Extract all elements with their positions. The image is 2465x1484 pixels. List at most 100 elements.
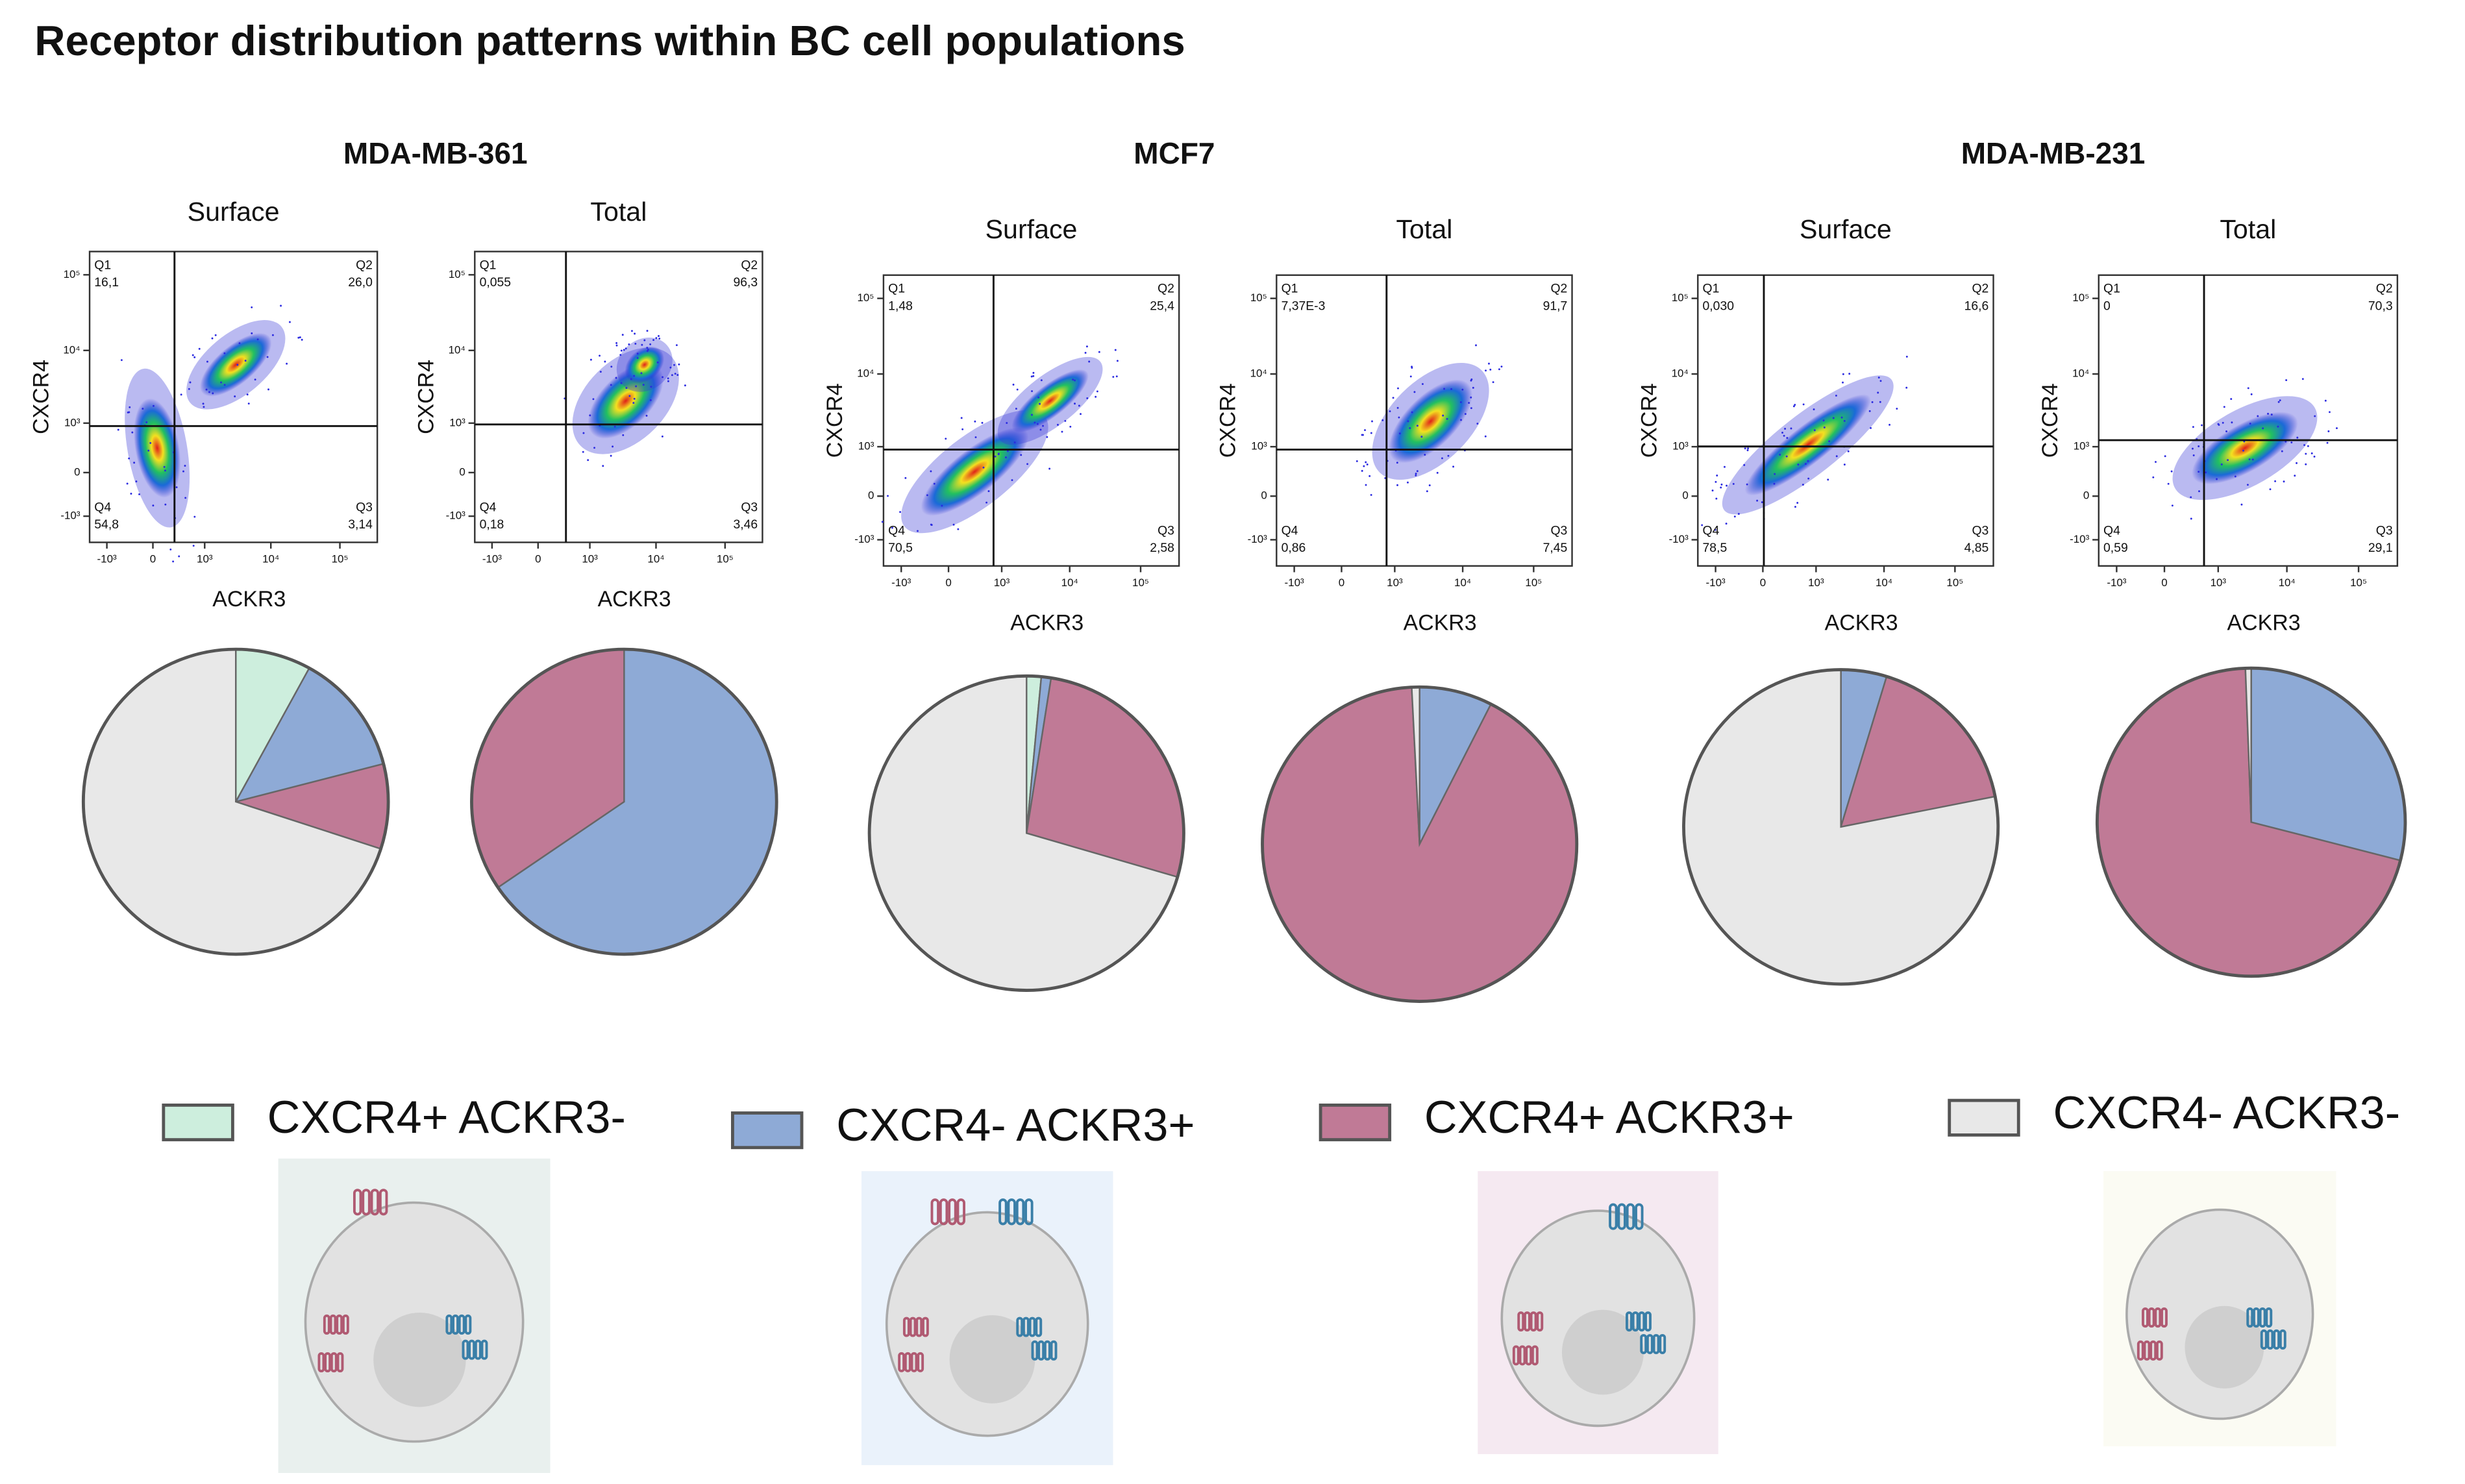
event-dot xyxy=(619,354,622,356)
event-dot xyxy=(297,336,300,339)
legend-swatch xyxy=(731,1111,804,1150)
event-dot xyxy=(1756,499,1759,502)
event-dot xyxy=(145,421,148,423)
event-dot xyxy=(208,391,210,393)
event-dot xyxy=(280,304,282,307)
event-dot xyxy=(129,406,131,408)
event-dot xyxy=(1415,473,1417,475)
x-tick-label: -10³ xyxy=(1285,576,1304,589)
legend-label: CXCR4- ACKR3- xyxy=(2053,1087,2401,1138)
legend-swatch xyxy=(162,1103,234,1142)
event-dot xyxy=(1720,483,1723,486)
event-dot xyxy=(1476,423,1479,425)
receptor-helix xyxy=(1043,1340,1051,1361)
event-dot xyxy=(656,361,659,364)
event-dot xyxy=(917,530,919,532)
event-dot xyxy=(1781,432,1783,434)
event-dot xyxy=(2198,471,2200,473)
receptor-helix xyxy=(1609,1203,1618,1230)
quadrant-value: 91,7 xyxy=(1543,299,1568,313)
receptor-helix xyxy=(930,1198,940,1226)
cell-nucleus xyxy=(1561,1309,1644,1395)
event-dot xyxy=(288,321,291,323)
x-axis-label: ACKR3 xyxy=(1404,610,1477,635)
event-dot xyxy=(615,344,618,347)
event-dot xyxy=(164,469,166,472)
y-tick-label: 10³ xyxy=(1251,440,1267,452)
event-dot xyxy=(1397,387,1399,390)
event-dot xyxy=(635,385,638,388)
quadrant-value: 0,59 xyxy=(2103,541,2128,555)
x-tick-label: 0 xyxy=(2161,576,2167,589)
event-dot xyxy=(188,388,190,390)
event-dot xyxy=(1407,481,1409,484)
event-dot xyxy=(2274,480,2277,482)
event-dot xyxy=(1488,362,1490,365)
event-dot xyxy=(1784,428,1787,430)
event-dot xyxy=(1711,489,1714,492)
event-dot xyxy=(251,306,253,308)
event-dot xyxy=(206,360,208,363)
event-dot xyxy=(2301,378,2304,380)
event-dot xyxy=(184,497,187,499)
event-dot xyxy=(1823,426,1826,428)
receptor-helix xyxy=(956,1198,965,1226)
event-dot xyxy=(1048,467,1051,470)
event-dot xyxy=(1015,408,1017,410)
event-dot xyxy=(133,462,136,464)
receptor-helix xyxy=(1028,1317,1036,1337)
quadrant-name: Q4 xyxy=(1282,524,1298,538)
event-dot xyxy=(1095,395,1097,398)
event-dot xyxy=(667,380,669,382)
event-dot xyxy=(130,493,132,495)
y-tick-label: 10⁵ xyxy=(1672,291,1689,304)
event-dot xyxy=(2190,496,2192,499)
event-dot xyxy=(267,388,269,391)
event-dot xyxy=(881,521,884,523)
receptor-helix xyxy=(468,1339,476,1360)
event-dot xyxy=(658,338,661,340)
y-tick-label: 10⁵ xyxy=(858,291,874,304)
receptor-helix xyxy=(2259,1307,2266,1328)
density-core xyxy=(1389,379,1472,464)
event-dot xyxy=(981,421,984,424)
event-dot xyxy=(1396,484,1398,486)
receptor-helix xyxy=(1646,1333,1654,1354)
x-axis-label: ACKR3 xyxy=(598,587,671,612)
event-dot xyxy=(961,428,964,430)
event-dot xyxy=(2277,425,2279,428)
pie-outline xyxy=(1682,668,2000,986)
event-dot xyxy=(1026,463,1029,465)
pie-outline xyxy=(1261,685,1579,1003)
receptor-helix xyxy=(2149,1340,2157,1361)
event-dot xyxy=(1039,402,1041,405)
event-dot xyxy=(1085,345,1088,348)
event-dot xyxy=(256,338,259,341)
event-dot xyxy=(1446,417,1448,420)
event-dot xyxy=(2290,441,2293,443)
event-dot xyxy=(673,364,675,366)
receptor-helix xyxy=(2279,1329,2286,1350)
event-dot xyxy=(582,432,585,434)
event-dot xyxy=(1744,447,1746,450)
event-dot xyxy=(1392,397,1394,399)
event-dot xyxy=(2303,444,2305,446)
receptor-helix xyxy=(1007,1198,1016,1226)
event-dot xyxy=(153,404,155,407)
y-tick-label: 0 xyxy=(868,489,874,502)
quadrant-value: 0,18 xyxy=(480,517,504,532)
event-dot xyxy=(1484,435,1487,438)
event-dot xyxy=(244,360,247,362)
cell-line-title: MCF7 xyxy=(1133,136,1215,170)
event-dot xyxy=(1013,441,1016,443)
event-dot xyxy=(985,501,988,504)
event-dot xyxy=(234,395,236,398)
receptor-helix xyxy=(1635,1203,1644,1230)
event-dot xyxy=(1032,375,1035,377)
receptor-helix xyxy=(1652,1333,1660,1354)
event-dot xyxy=(1370,432,1372,434)
event-dot xyxy=(1381,419,1384,421)
event-dot xyxy=(641,343,643,346)
event-dot xyxy=(1365,461,1367,464)
receptor-helix xyxy=(2265,1307,2273,1328)
